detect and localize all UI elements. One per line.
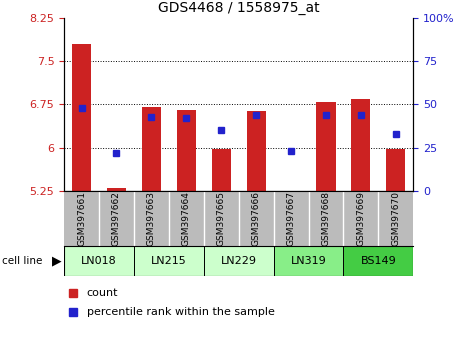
Bar [212, 149, 231, 191]
Text: GSM397662: GSM397662 [112, 191, 121, 246]
Text: LN018: LN018 [81, 256, 117, 266]
Text: ▶: ▶ [52, 255, 62, 268]
Text: GSM397663: GSM397663 [147, 191, 156, 246]
Text: cell line: cell line [2, 256, 43, 266]
Text: GSM397670: GSM397670 [391, 191, 400, 246]
Text: GSM397661: GSM397661 [77, 191, 86, 246]
Bar [177, 110, 196, 191]
Text: count: count [87, 288, 118, 298]
Bar [134, 246, 204, 276]
Text: GSM397664: GSM397664 [182, 191, 191, 246]
Bar [204, 246, 274, 276]
Bar [316, 102, 335, 191]
Text: LN229: LN229 [221, 256, 256, 266]
Bar [107, 188, 126, 191]
Text: GSM397667: GSM397667 [286, 191, 295, 246]
Bar [247, 112, 266, 191]
Text: BS149: BS149 [361, 256, 396, 266]
Text: GSM397666: GSM397666 [252, 191, 261, 246]
Bar [386, 149, 405, 191]
Bar [352, 99, 370, 191]
Bar [72, 44, 91, 191]
Bar [64, 246, 134, 276]
Text: percentile rank within the sample: percentile rank within the sample [87, 307, 275, 318]
Text: LN215: LN215 [151, 256, 187, 266]
Text: LN319: LN319 [291, 256, 326, 266]
Text: GSM397665: GSM397665 [217, 191, 226, 246]
Title: GDS4468 / 1558975_at: GDS4468 / 1558975_at [158, 1, 320, 15]
Bar [142, 107, 161, 191]
Bar [343, 246, 413, 276]
Bar [274, 246, 343, 276]
Text: GSM397668: GSM397668 [322, 191, 331, 246]
Text: GSM397669: GSM397669 [356, 191, 365, 246]
